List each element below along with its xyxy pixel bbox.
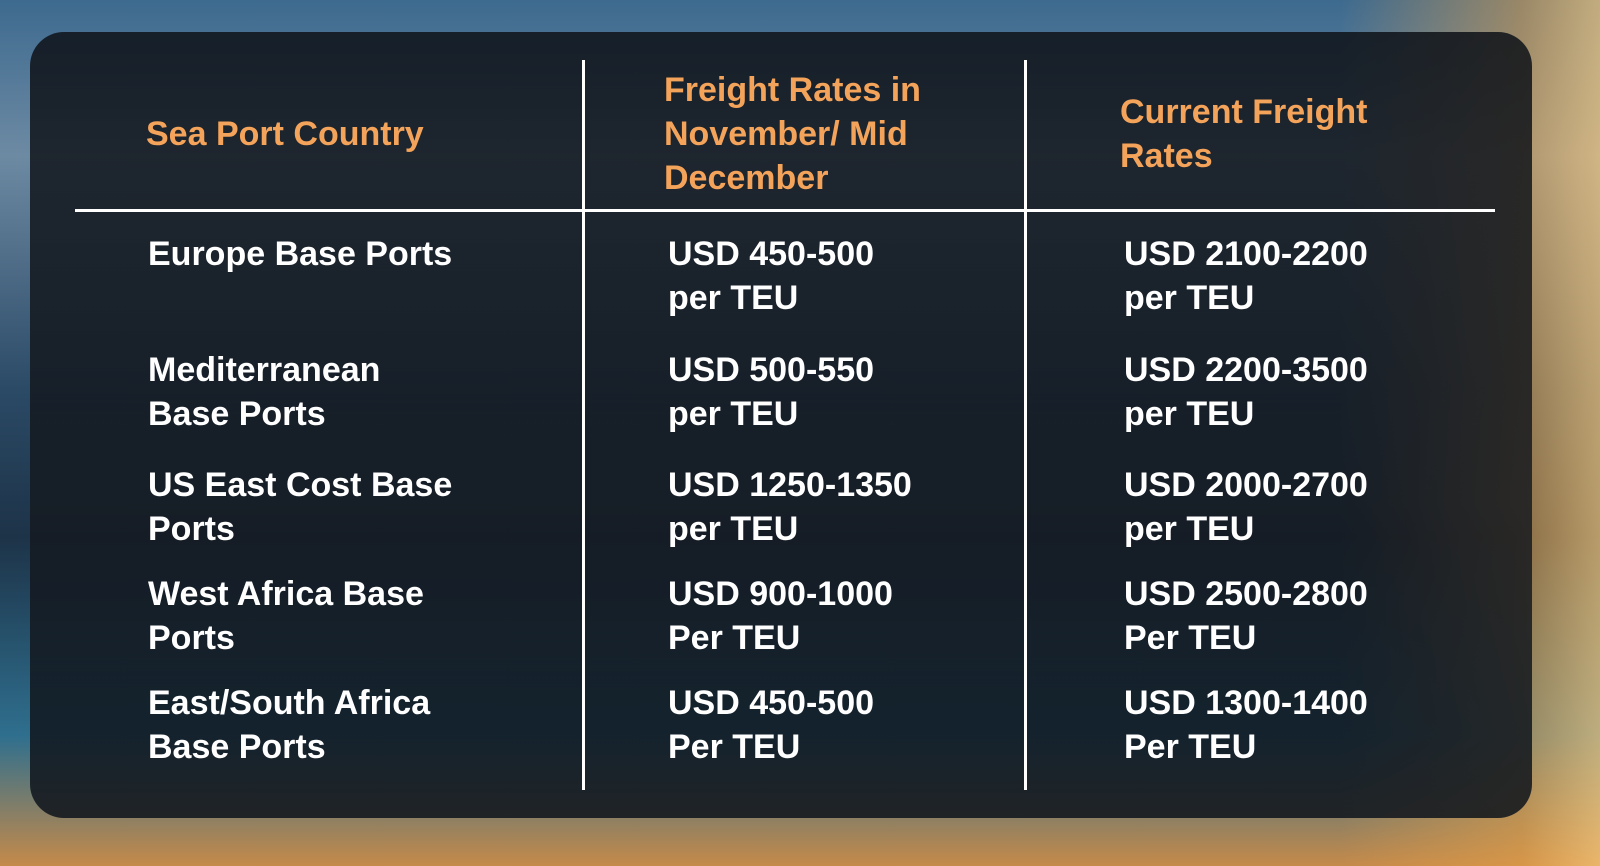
rate-cell: USD 450-500 per TEU [668, 235, 875, 317]
rate-cell: USD 1250-1350 per TEU [668, 466, 912, 548]
column-header: Current Freight Rates [1120, 92, 1368, 175]
rate-cell: USD 450-500 Per TEU [668, 684, 875, 766]
rate-cell: USD 1300-1400 Per TEU [1124, 684, 1368, 766]
rate-cell: USD 2500-2800 Per TEU [1124, 575, 1368, 657]
rate-cell: USD 2000-2700 per TEU [1124, 466, 1368, 548]
table-panel [30, 32, 1532, 818]
column-divider [1024, 60, 1027, 790]
row-label: East/South Africa Base Ports [148, 684, 431, 766]
header-divider [75, 209, 1495, 212]
row-label: Mediterranean Base Ports [148, 351, 381, 433]
column-header: Freight Rates in November/ Mid December [664, 70, 921, 197]
row-label: Europe Base Ports [148, 235, 453, 273]
rate-cell: USD 2200-3500 per TEU [1124, 351, 1368, 433]
column-header: Sea Port Country [146, 114, 424, 153]
column-divider [582, 60, 585, 790]
rate-cell: USD 900-1000 Per TEU [668, 575, 893, 657]
row-label: West Africa Base Ports [148, 575, 424, 657]
row-label: US East Cost Base Ports [148, 466, 453, 548]
rate-cell: USD 500-550 per TEU [668, 351, 875, 433]
rate-cell: USD 2100-2200 per TEU [1124, 235, 1368, 317]
